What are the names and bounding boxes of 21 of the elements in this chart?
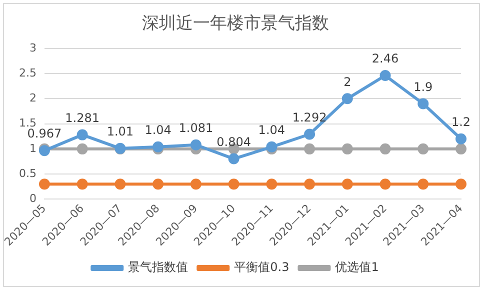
y-tick-label: 0.5 bbox=[18, 166, 36, 180]
data-label: 2 bbox=[344, 74, 352, 89]
data-label: 1.2 bbox=[451, 115, 471, 129]
data-label: 1.9 bbox=[414, 80, 433, 94]
data-label: 1.04 bbox=[258, 123, 286, 138]
data-label: 1.081 bbox=[178, 120, 214, 135]
y-tick-label: 2 bbox=[29, 92, 36, 105]
data-label: 1.01 bbox=[106, 124, 134, 139]
data-label: 1.292 bbox=[292, 110, 327, 124]
y-tick-label: 2.5 bbox=[18, 66, 36, 80]
y-tick-label: 3 bbox=[29, 41, 36, 54]
legend-label: 优选值1 bbox=[335, 260, 379, 274]
chart-title: 深圳近一年楼市景气指数 bbox=[142, 14, 329, 34]
data-label: 0.804 bbox=[216, 134, 251, 149]
data-label: 2.46 bbox=[372, 52, 399, 66]
data-label: 1.281 bbox=[65, 110, 100, 125]
data-label: 1.04 bbox=[144, 123, 172, 138]
legend-label: 平衡值0.3 bbox=[234, 260, 290, 274]
y-tick-label: 0 bbox=[29, 192, 36, 206]
legend-label: 景气指数值 bbox=[128, 260, 188, 274]
y-tick-label: 1 bbox=[29, 142, 36, 155]
